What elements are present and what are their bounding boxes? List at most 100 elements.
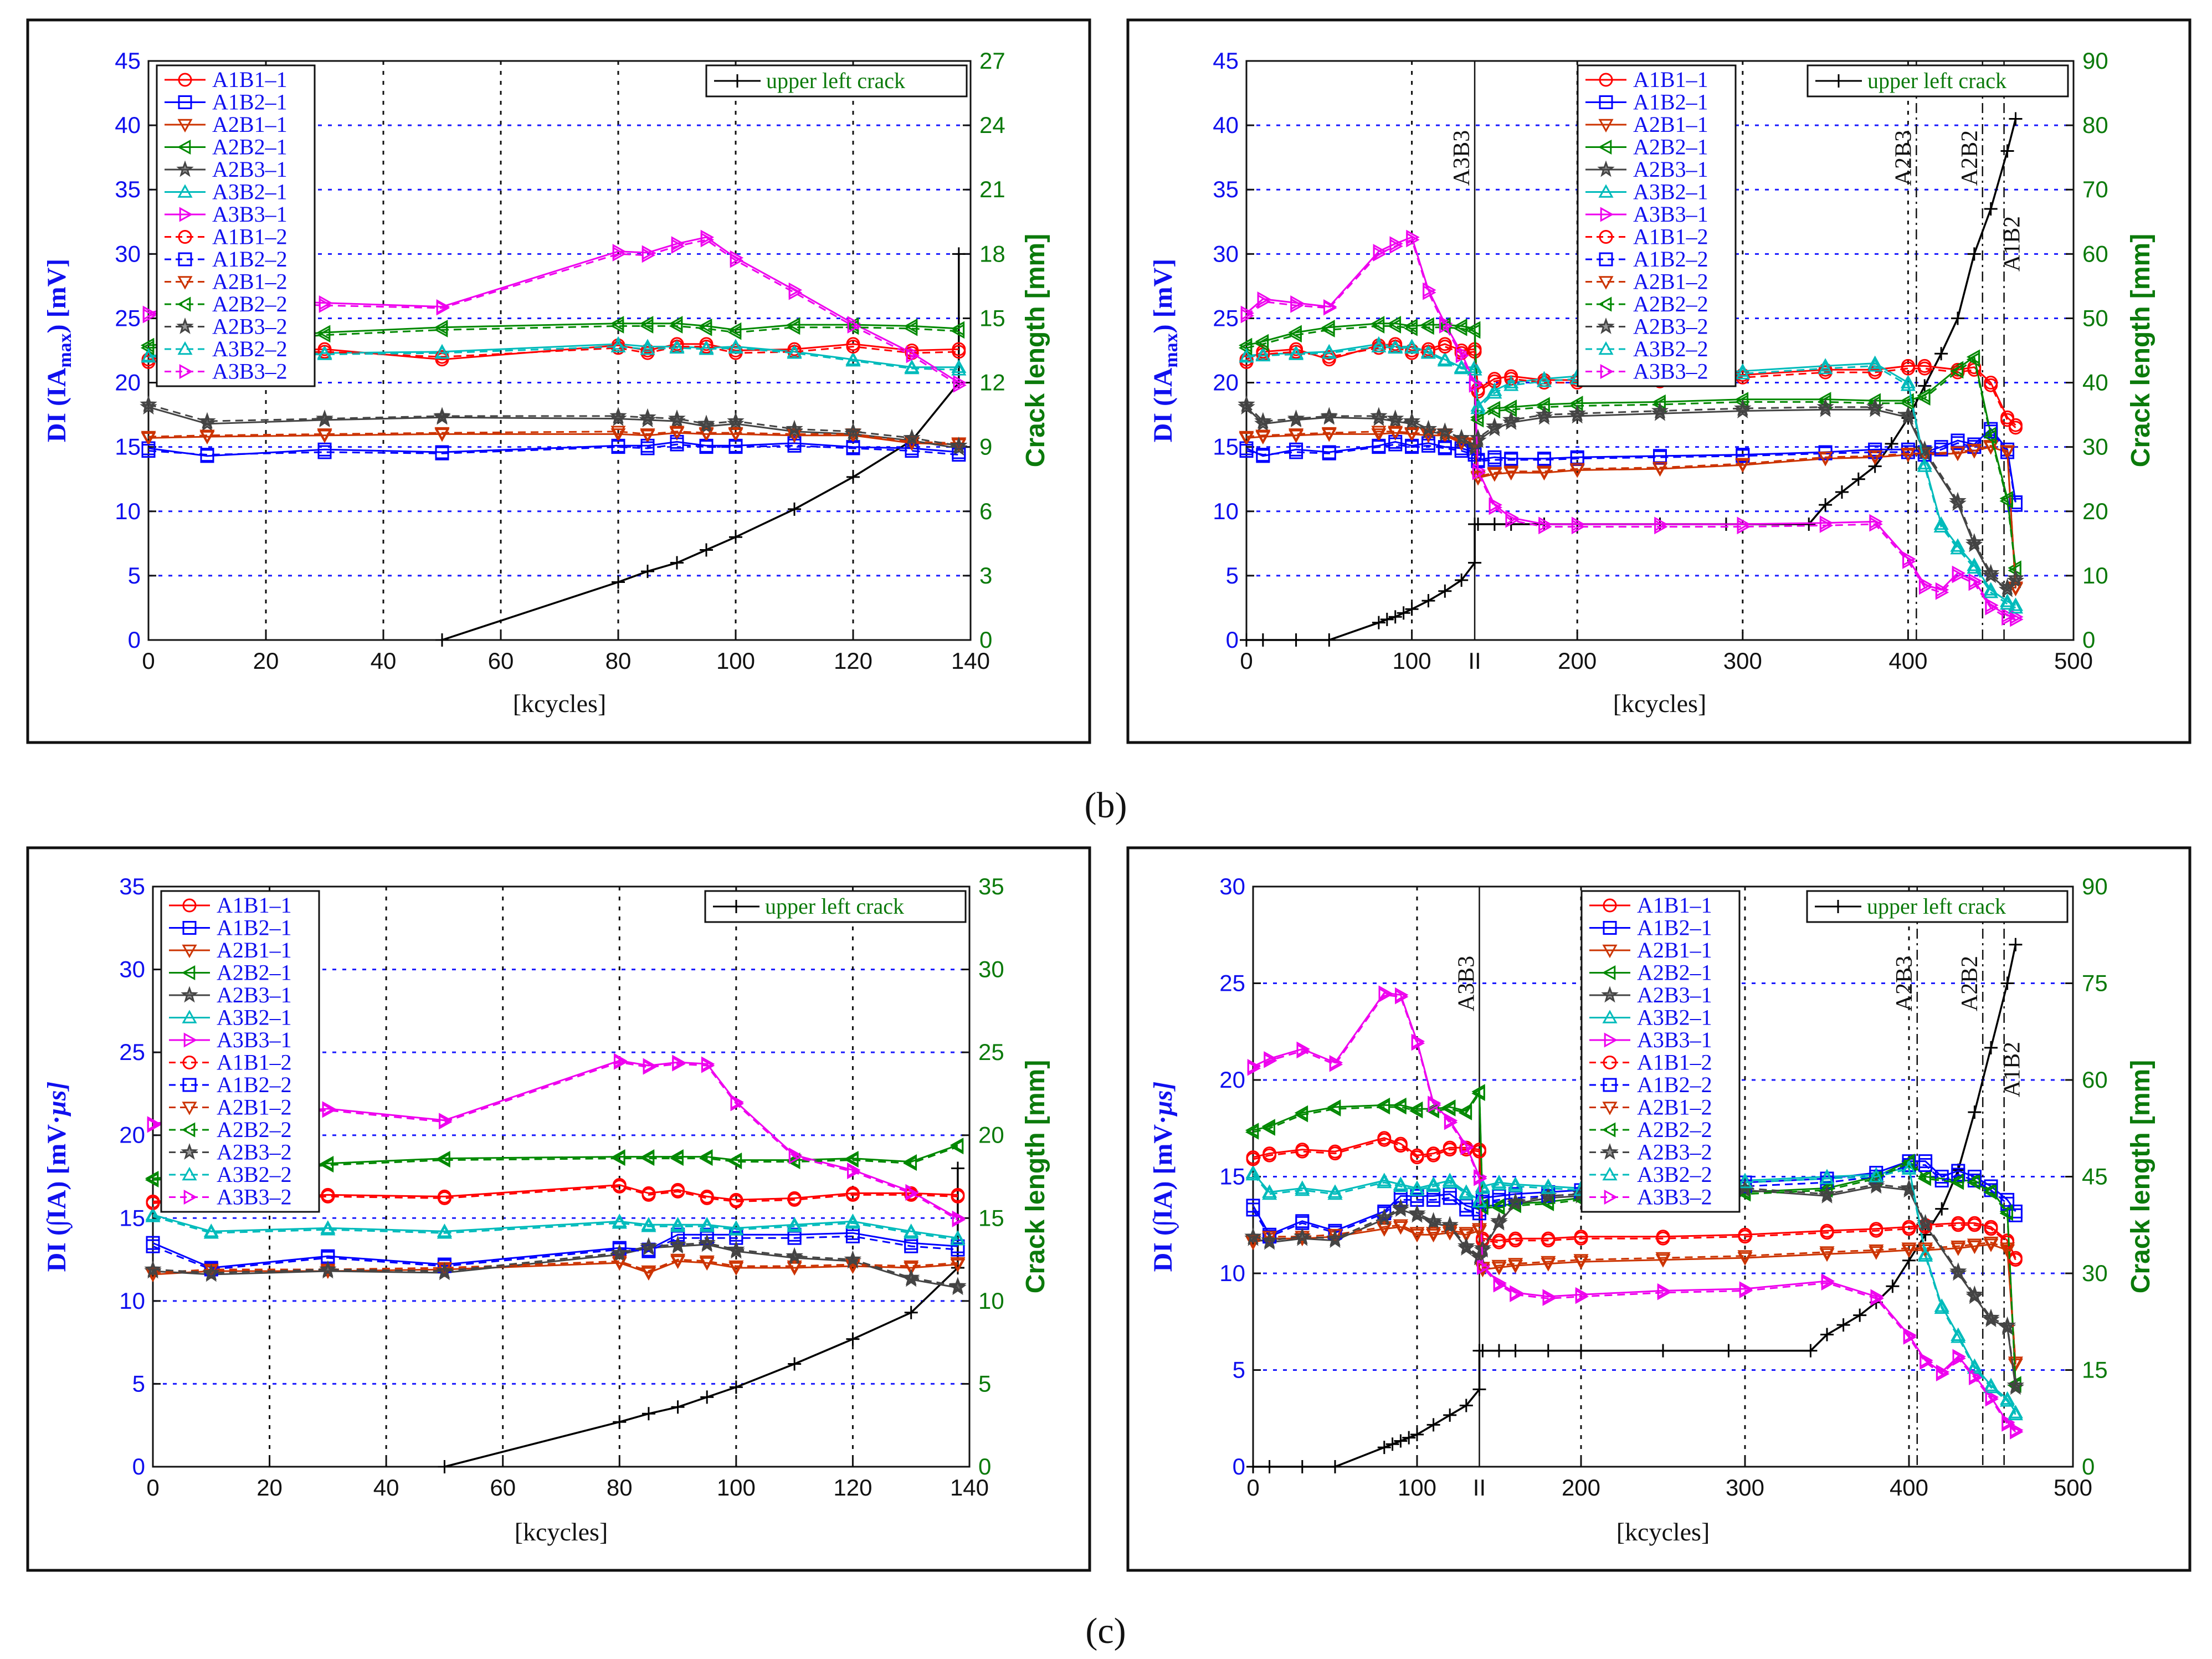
data-point [2006, 569, 2025, 586]
data-point [1393, 1221, 1408, 1235]
panel-frame-b-right [1126, 18, 2192, 744]
data-point [1471, 1194, 1487, 1208]
crack-legend-marker [1831, 900, 1845, 913]
data-point [1455, 348, 1470, 363]
data-point [1388, 437, 1403, 452]
data-point [1818, 451, 1833, 465]
y2-tick-label: 30 [978, 956, 1004, 982]
crack-point [1574, 1344, 1588, 1358]
legend-marker [177, 139, 191, 155]
data-point [1257, 294, 1271, 309]
y2-tick-label: 60 [2082, 240, 2108, 267]
crack-point [2000, 976, 2014, 990]
crack-legend-label: upper left crack [1867, 894, 2006, 919]
data-point [1967, 1238, 1982, 1252]
data-point [1917, 458, 1932, 472]
x-tick-label: 0 [1240, 648, 1253, 674]
legend-marker [1597, 160, 1615, 177]
data-point [610, 426, 626, 439]
data-point [2008, 1253, 2023, 1267]
crack-point [951, 1161, 964, 1175]
data-point [699, 340, 714, 354]
legend-marker [1603, 1078, 1617, 1092]
data-point [1403, 412, 1421, 429]
data-point [699, 1218, 715, 1232]
data-point [728, 440, 743, 454]
y-tick-label: 15 [1213, 434, 1239, 460]
x-tick-label: 40 [371, 648, 397, 674]
data-point [669, 318, 683, 334]
data-point [1900, 447, 1916, 462]
data-point [904, 321, 918, 336]
panel-frame-c-right [1126, 846, 2192, 1572]
data-point [1901, 1244, 1917, 1258]
series-line [152, 1232, 958, 1269]
data-point [1408, 1204, 1426, 1221]
data-point [434, 427, 450, 441]
data-point [1985, 600, 1999, 616]
data-point [1739, 1283, 1753, 1298]
data-point [1472, 1144, 1486, 1159]
data-point [1326, 1229, 1344, 1246]
legend-marker [1602, 965, 1616, 981]
series-line [152, 1061, 958, 1221]
data-point [1503, 465, 1519, 479]
legend-label: A1B2–2 [1633, 247, 1708, 272]
data-point [1289, 345, 1303, 359]
data-point [1900, 377, 1916, 391]
x-tick-label: 20 [256, 1474, 283, 1501]
data-point [728, 340, 743, 354]
x-tick-label: 60 [488, 648, 514, 674]
data-point [1818, 360, 1833, 375]
x-tick-label: 60 [490, 1474, 516, 1501]
legend-label: A2B2–1 [217, 960, 292, 985]
y-tick-label: 20 [119, 1122, 145, 1148]
data-point [640, 441, 655, 455]
data-point [613, 1054, 628, 1070]
legend-label: A3B3–2 [217, 1185, 292, 1210]
data-point [1426, 1228, 1441, 1243]
legend-label: A3B2–2 [1637, 1162, 1712, 1187]
data-point [640, 1237, 658, 1254]
data-point [1244, 1227, 1262, 1245]
series-line [152, 1059, 958, 1219]
legend-marker [178, 95, 192, 109]
data-point [1575, 1289, 1589, 1304]
legend-marker [183, 1189, 198, 1205]
crack-point [1246, 1460, 1260, 1473]
y2-tick-label: 35 [978, 873, 1004, 899]
crack-point [1886, 1279, 1900, 1293]
data-point [141, 349, 156, 363]
x-tick-label: 80 [607, 1474, 633, 1501]
data-point [1409, 1228, 1425, 1243]
crack-point [670, 556, 684, 570]
legend-label: A3B2–2 [217, 1162, 292, 1187]
x-axis-title: [kcycles] [515, 1518, 608, 1546]
crack-point [1951, 311, 1964, 325]
data-point [1952, 568, 1966, 583]
data-point [1393, 1178, 1408, 1192]
crack-point [1385, 1437, 1399, 1451]
data-point [2000, 413, 2015, 427]
data-point [1569, 463, 1585, 477]
y2-tick-label: 21 [979, 176, 1005, 202]
legend-marker [1598, 276, 1614, 290]
event-line-label: A3B3 [1449, 130, 1475, 186]
data-point [1917, 390, 1931, 406]
y-tick-label: 25 [1213, 305, 1239, 331]
data-point [787, 1260, 802, 1274]
x-tick-label: 140 [951, 648, 990, 674]
series-line [1252, 1164, 2016, 1238]
crack-point [952, 247, 966, 261]
y2-tick-label: 18 [979, 240, 1005, 267]
data-point [317, 445, 332, 459]
legend-marker [182, 1078, 197, 1092]
data-point [1327, 1101, 1341, 1117]
data-point [729, 1194, 743, 1209]
legend-marker [181, 1143, 198, 1160]
legend-label: A2B2–2 [1633, 291, 1708, 316]
crack-point [1885, 437, 1898, 450]
data-point [1469, 377, 1483, 393]
